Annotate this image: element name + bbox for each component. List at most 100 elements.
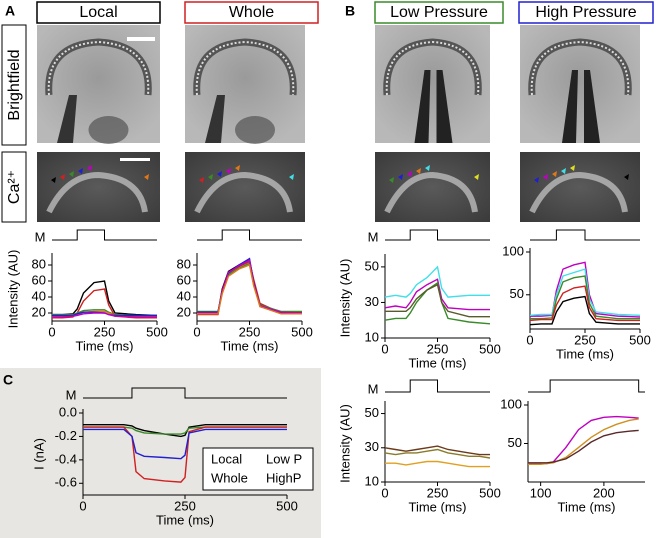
legend-box [202,447,314,491]
x-tick-label: 100 [530,485,552,500]
arrowhead [474,174,479,180]
header-label: Local [79,4,117,21]
x-tick-label: 500 [276,498,298,513]
stimulus-label: M [368,381,379,396]
x-tick-label: 500 [291,324,313,339]
trace [197,260,303,316]
trace [197,259,303,314]
pipette [205,95,225,143]
stimulus-trace [385,229,490,241]
stimulus-trace [52,229,157,241]
y-tick-label: -0.6 [55,475,77,490]
x-tick-label: 250 [94,324,116,339]
arrowhead [69,171,74,177]
tissue-outline [47,40,150,96]
x-tick-label: 0 [193,324,200,339]
arrowhead [570,165,575,171]
tissue-outline [530,40,630,96]
y-tick-label: -0.2 [55,428,77,443]
x-axis-label: Time (ms) [156,512,214,527]
arrowhead [407,171,412,177]
x-tick-label: 0 [526,332,533,347]
tissue-outline [195,40,295,96]
trace [528,418,639,465]
trace [529,285,640,322]
x-axis-label: Time (ms) [408,355,466,370]
header-box [518,1,654,24]
y-tick-label: 80 [177,256,191,271]
y-tick-label: 10 [365,473,379,488]
trace [384,281,491,325]
row-label: Ca²⁺ [6,170,23,204]
y-tick-label: 100 [502,243,524,258]
y-tick-label: 50 [365,405,379,420]
x-axis-label: Time (ms) [75,338,133,353]
calcium-image [37,152,160,222]
stimulus-label: M [368,229,379,244]
calcium-signal [194,171,293,214]
arrowhead [561,168,566,174]
pipette [562,70,578,143]
calcium-signal [529,171,628,214]
x-tick-label: 200 [593,485,615,500]
x-tick-label: 0 [48,324,55,339]
x-tick-label: 500 [479,341,501,356]
x-tick-label: 250 [427,485,449,500]
y-tick-label: 50 [365,258,379,273]
trace [530,275,640,320]
y-tick-label: 50 [508,435,522,450]
x-tick-label: 250 [574,332,596,347]
y-tick-label: 0.0 [59,404,77,419]
arrowhead [78,168,83,174]
stimulus-trace [83,387,287,399]
arrowhead [552,171,557,177]
trace [530,261,641,318]
legend-entry: Local [211,451,242,466]
arrowhead [60,174,65,180]
y-tick-label: 40 [32,288,46,303]
y-tick-label: 60 [32,272,46,287]
panel-letter: B [345,3,355,19]
y-tick-label: 100 [500,396,522,411]
y-tick-label: 30 [365,294,379,309]
trace [385,460,490,468]
x-tick-label: 500 [146,324,168,339]
row-label-box [1,151,27,223]
trace [197,262,302,313]
trace [384,445,490,456]
row-label-box [1,24,27,146]
trace [384,265,490,298]
arrowhead [87,165,92,171]
legend-entry: Whole [211,470,248,485]
arrowhead [398,174,403,180]
pipette [584,70,600,143]
header-box [374,1,504,24]
shadow [88,116,129,144]
trace [528,415,639,465]
trace [197,264,302,315]
x-axis-label: Time (ms) [557,499,615,514]
stimulus-label: M [35,229,46,244]
panel-letter: A [5,3,15,19]
scale-bar [127,37,155,41]
calcium-image [185,152,305,222]
y-axis-label: Intensity (AU) [5,250,20,329]
arrowhead [226,168,231,174]
x-tick-label: 250 [174,498,196,513]
arrowhead [235,165,240,171]
shadow [235,116,275,144]
legend-entry: Low P [266,451,302,466]
pipette [414,70,431,143]
calcium-signal [46,171,148,214]
arrowhead [389,177,394,183]
pipette [436,70,453,143]
panel-letter: C [3,372,13,388]
x-tick-label: 0 [381,485,388,500]
arrowhead [425,165,430,171]
y-tick-label: 20 [32,304,46,319]
trace [52,311,157,317]
trace [385,283,490,318]
calcium-image [375,152,490,222]
header-label: Low Pressure [390,4,488,21]
stimulus-trace [197,229,302,241]
